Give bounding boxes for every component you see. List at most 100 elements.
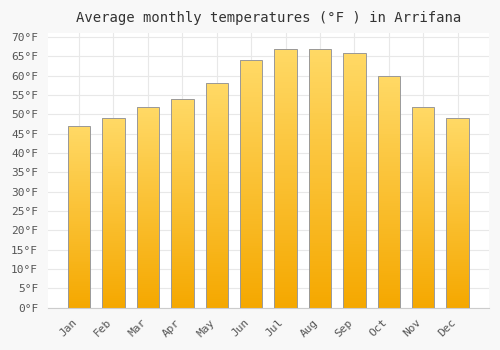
- Bar: [446, 141, 469, 143]
- Bar: [68, 155, 90, 157]
- Bar: [343, 295, 365, 298]
- Bar: [274, 56, 297, 59]
- Bar: [446, 169, 469, 172]
- Bar: [378, 94, 400, 97]
- Bar: [240, 174, 262, 177]
- Bar: [343, 165, 365, 167]
- Bar: [102, 230, 124, 232]
- Bar: [343, 160, 365, 162]
- Bar: [343, 68, 365, 70]
- Bar: [102, 247, 124, 249]
- Bar: [412, 266, 434, 267]
- Bar: [206, 227, 228, 229]
- Bar: [412, 306, 434, 308]
- Bar: [240, 236, 262, 238]
- Bar: [343, 305, 365, 308]
- Bar: [240, 241, 262, 244]
- Bar: [446, 298, 469, 300]
- Bar: [68, 248, 90, 250]
- Bar: [378, 192, 400, 194]
- Bar: [309, 238, 331, 240]
- Bar: [378, 134, 400, 136]
- Bar: [309, 264, 331, 266]
- Bar: [240, 142, 262, 145]
- Bar: [446, 260, 469, 262]
- Bar: [343, 241, 365, 244]
- Bar: [412, 256, 434, 258]
- Bar: [240, 60, 262, 308]
- Bar: [68, 246, 90, 248]
- Bar: [343, 111, 365, 114]
- Bar: [136, 147, 159, 149]
- Bar: [309, 279, 331, 282]
- Bar: [343, 190, 365, 193]
- Bar: [102, 294, 124, 296]
- Bar: [412, 219, 434, 221]
- Bar: [412, 304, 434, 306]
- Bar: [206, 272, 228, 274]
- Bar: [446, 198, 469, 200]
- Bar: [378, 132, 400, 134]
- Bar: [412, 157, 434, 159]
- Bar: [240, 293, 262, 295]
- Bar: [240, 248, 262, 251]
- Bar: [446, 300, 469, 302]
- Bar: [206, 256, 228, 258]
- Bar: [206, 151, 228, 153]
- Bar: [274, 199, 297, 202]
- Bar: [343, 231, 365, 234]
- Bar: [274, 152, 297, 155]
- Bar: [412, 300, 434, 302]
- Bar: [343, 145, 365, 147]
- Bar: [309, 178, 331, 181]
- Bar: [309, 259, 331, 261]
- Bar: [68, 201, 90, 202]
- Bar: [240, 167, 262, 169]
- Bar: [171, 289, 194, 291]
- Bar: [274, 233, 297, 235]
- Bar: [446, 278, 469, 279]
- Bar: [412, 195, 434, 197]
- Bar: [102, 160, 124, 162]
- Bar: [68, 262, 90, 264]
- Bar: [102, 300, 124, 302]
- Bar: [206, 146, 228, 148]
- Bar: [240, 147, 262, 149]
- Bar: [309, 75, 331, 77]
- Bar: [343, 129, 365, 132]
- Bar: [136, 185, 159, 187]
- Bar: [240, 85, 262, 88]
- Bar: [68, 277, 90, 279]
- Bar: [378, 80, 400, 83]
- Bar: [309, 292, 331, 295]
- Bar: [102, 126, 124, 128]
- Bar: [68, 193, 90, 195]
- Bar: [309, 290, 331, 292]
- Bar: [309, 282, 331, 285]
- Bar: [343, 83, 365, 86]
- Bar: [171, 299, 194, 301]
- Bar: [206, 301, 228, 303]
- Bar: [171, 141, 194, 143]
- Bar: [136, 123, 159, 125]
- Bar: [343, 236, 365, 239]
- Bar: [274, 209, 297, 212]
- Bar: [68, 270, 90, 272]
- Bar: [136, 113, 159, 115]
- Bar: [378, 159, 400, 162]
- Bar: [136, 205, 159, 207]
- Bar: [343, 137, 365, 139]
- Bar: [446, 150, 469, 152]
- Bar: [136, 247, 159, 250]
- Bar: [343, 124, 365, 127]
- Bar: [68, 230, 90, 231]
- Bar: [378, 247, 400, 250]
- Bar: [206, 164, 228, 167]
- Bar: [240, 209, 262, 211]
- Bar: [171, 189, 194, 191]
- Bar: [136, 115, 159, 117]
- Bar: [274, 126, 297, 129]
- Bar: [136, 245, 159, 247]
- Bar: [102, 135, 124, 137]
- Bar: [274, 77, 297, 80]
